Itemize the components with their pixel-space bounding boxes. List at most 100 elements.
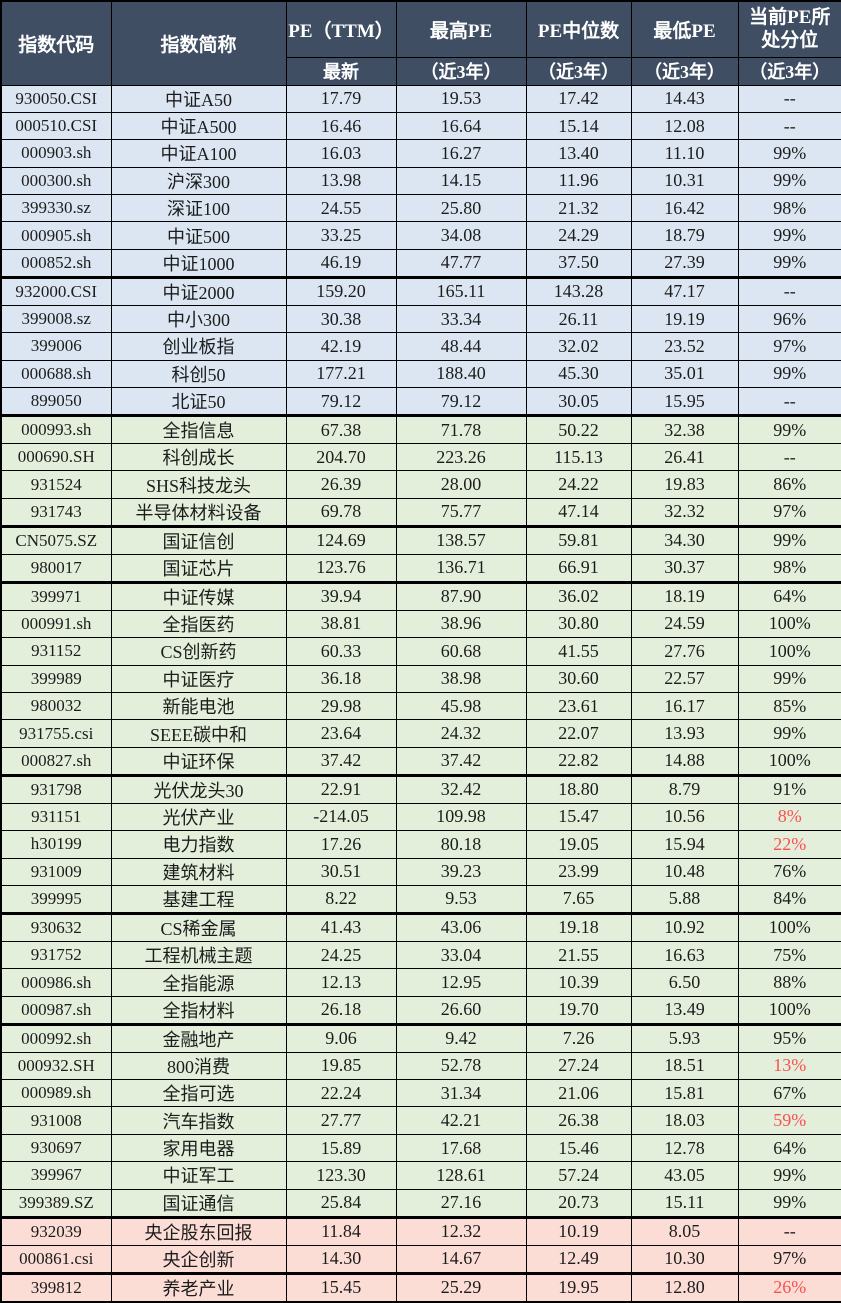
cell-index-code: 930050.CSI [1,85,111,112]
cell-pe-ttm: 159.20 [286,277,396,305]
cell-index-code: 000991.sh [1,610,111,637]
cell-percentile: 59% [738,1107,841,1134]
cell-index-code: 000827.sh [1,747,111,775]
cell-median-pe: 7.65 [526,885,631,913]
table-row: 399971 中证传媒 39.94 87.90 36.02 18.19 64% [1,582,841,610]
cell-percentile: 100% [738,913,841,941]
header-min-pe: 最低PE [631,1,738,57]
cell-pe-ttm: 26.18 [286,996,396,1024]
cell-min-pe: 27.76 [631,638,738,665]
cell-index-code: 399008.sz [1,305,111,332]
cell-index-name: 全指医药 [111,610,286,637]
cell-percentile: 26% [738,1273,841,1302]
cell-max-pe: 14.15 [396,167,526,194]
cell-pe-ttm: 123.76 [286,554,396,582]
subheader-3y-max: （近3年） [396,57,526,85]
cell-median-pe: 15.14 [526,112,631,139]
cell-median-pe: 45.30 [526,360,631,387]
cell-min-pe: 19.83 [631,471,738,498]
cell-max-pe: 79.12 [396,388,526,416]
table-row: 930632 CS稀金属 41.43 43.06 19.18 10.92 100… [1,913,841,941]
cell-max-pe: 223.26 [396,444,526,471]
cell-index-code: 932000.CSI [1,277,111,305]
cell-percentile: 95% [738,1024,841,1052]
cell-pe-ttm: 38.81 [286,610,396,637]
cell-min-pe: 14.88 [631,747,738,775]
cell-max-pe: 43.06 [396,913,526,941]
cell-median-pe: 7.26 [526,1024,631,1052]
cell-pe-ttm: 124.69 [286,526,396,554]
cell-max-pe: 37.42 [396,747,526,775]
cell-index-name: 央企创新 [111,1245,286,1273]
cell-min-pe: 12.78 [631,1134,738,1161]
cell-median-pe: 19.05 [526,831,631,858]
cell-median-pe: 11.96 [526,167,631,194]
cell-max-pe: 45.98 [396,692,526,719]
cell-pe-ttm: 24.25 [286,941,396,968]
cell-max-pe: 47.77 [396,249,526,277]
cell-median-pe: 10.39 [526,969,631,996]
cell-min-pe: 6.50 [631,969,738,996]
cell-min-pe: 15.81 [631,1080,738,1107]
cell-median-pe: 30.05 [526,388,631,416]
cell-median-pe: 27.24 [526,1052,631,1079]
cell-pe-ttm: 17.79 [286,85,396,112]
cell-min-pe: 35.01 [631,360,738,387]
table-row: 980032 新能电池 29.98 45.98 23.61 16.17 85% [1,692,841,719]
cell-max-pe: 32.42 [396,775,526,803]
cell-pe-ttm: 14.30 [286,1245,396,1273]
cell-min-pe: 12.80 [631,1273,738,1302]
cell-median-pe: 26.11 [526,305,631,332]
cell-index-code: 930697 [1,1134,111,1161]
cell-index-name: 基建工程 [111,885,286,913]
cell-max-pe: 19.53 [396,85,526,112]
cell-index-name: SEEE碳中和 [111,720,286,747]
cell-max-pe: 138.57 [396,526,526,554]
cell-percentile: 91% [738,775,841,803]
cell-index-code: 930632 [1,913,111,941]
cell-max-pe: 25.29 [396,1273,526,1302]
cell-pe-ttm: 36.18 [286,665,396,692]
cell-percentile: -- [738,388,841,416]
cell-pe-ttm: 29.98 [286,692,396,719]
header-index-name: 指数简称 [111,1,286,85]
table-row: 000991.sh 全指医药 38.81 38.96 30.80 24.59 1… [1,610,841,637]
table-row: 000903.sh 中证A100 16.03 16.27 13.40 11.10… [1,140,841,167]
cell-index-name: 科创成长 [111,444,286,471]
table-row: 000989.sh 全指可选 22.24 31.34 21.06 15.81 6… [1,1080,841,1107]
cell-index-code: 931152 [1,638,111,665]
cell-median-pe: 10.19 [526,1217,631,1245]
cell-median-pe: 30.80 [526,610,631,637]
cell-min-pe: 5.93 [631,1024,738,1052]
table-row: 931009 建筑材料 30.51 39.23 23.99 10.48 76% [1,858,841,885]
cell-index-code: 931524 [1,471,111,498]
cell-median-pe: 23.99 [526,858,631,885]
cell-index-code: 000300.sh [1,167,111,194]
cell-pe-ttm: 15.89 [286,1134,396,1161]
cell-max-pe: 52.78 [396,1052,526,1079]
cell-median-pe: 47.14 [526,498,631,526]
cell-pe-ttm: 23.64 [286,720,396,747]
cell-median-pe: 32.02 [526,333,631,360]
cell-percentile: 75% [738,941,841,968]
header-max-pe: 最高PE [396,1,526,57]
cell-percentile: 99% [738,140,841,167]
cell-index-code: 931008 [1,1107,111,1134]
cell-median-pe: 30.60 [526,665,631,692]
cell-pe-ttm: -214.05 [286,803,396,830]
cell-min-pe: 12.08 [631,112,738,139]
table-row: 399330.sz 深证100 24.55 25.80 21.32 16.42 … [1,195,841,222]
cell-pe-ttm: 16.46 [286,112,396,139]
cell-index-name: 中证A100 [111,140,286,167]
cell-index-name: 汽车指数 [111,1107,286,1134]
header-median-pe: PE中位数 [526,1,631,57]
cell-index-name: 国证通信 [111,1189,286,1217]
cell-percentile: 100% [738,610,841,637]
cell-percentile: 99% [738,222,841,249]
cell-max-pe: 17.68 [396,1134,526,1161]
cell-percentile: 64% [738,1134,841,1161]
header-pe-ttm: PE（TTM） [286,1,396,57]
cell-pe-ttm: 25.84 [286,1189,396,1217]
cell-pe-ttm: 177.21 [286,360,396,387]
cell-pe-ttm: 41.43 [286,913,396,941]
